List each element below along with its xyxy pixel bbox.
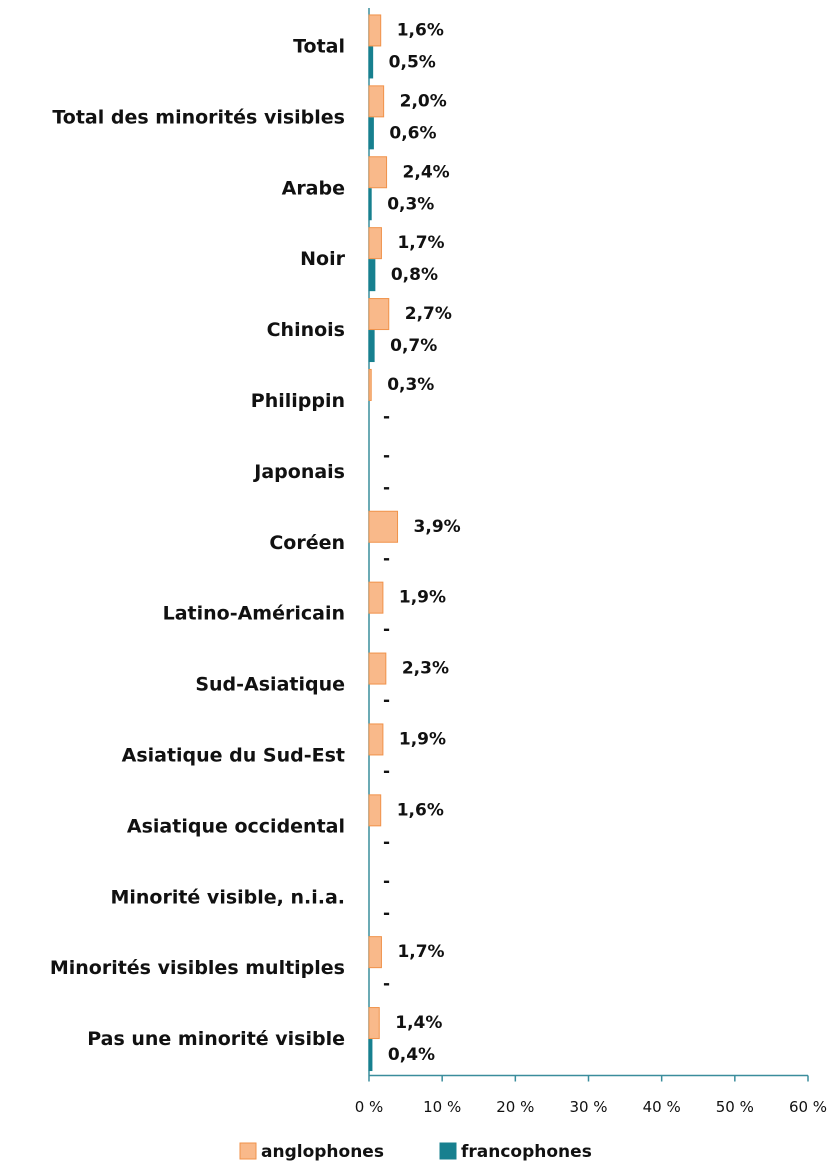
data-label: 2,4% [403,162,450,182]
data-label: 2,0% [400,91,447,111]
bar [368,1039,373,1072]
data-label: - [383,478,390,498]
data-label: - [383,871,390,891]
data-label: 1,6% [397,20,444,40]
bar [368,1007,380,1040]
bar [368,794,382,827]
data-label: - [383,691,390,711]
data-label: - [383,974,390,994]
bar [368,259,376,292]
data-label: 0,5% [389,52,436,72]
data-label: 1,7% [397,233,444,253]
data-label: 0,8% [391,265,438,285]
category-label: Total [293,35,345,57]
bar [368,723,384,756]
category-label: Japonais [252,461,345,483]
data-label: 1,4% [395,1013,442,1033]
data-label: - [383,903,390,923]
data-label: - [383,761,390,781]
data-label: 0,7% [390,336,437,356]
bar [368,46,374,79]
data-label: 1,7% [397,942,444,962]
x-tick-label: 30 % [569,1098,607,1116]
bar [368,652,387,685]
category-label: Total des minorités visibles [52,106,345,128]
bar [368,117,374,150]
data-label: 0,6% [389,123,436,143]
bar [368,85,385,118]
legend-swatch [239,1142,257,1160]
category-label: Minorité visible, n.i.a. [110,886,345,908]
bar [368,227,382,260]
bar [368,368,372,401]
category-label: Asiatique occidental [127,815,345,837]
category-label: Minorités visibles multiples [50,957,345,979]
bar [368,14,382,47]
x-tick-label: 50 % [716,1098,754,1116]
category-label: Sud-Asiatique [195,674,345,696]
bar [368,581,384,614]
data-label: 2,7% [405,304,452,324]
bar [368,188,372,221]
category-label: Asiatique du Sud-Est [122,744,345,766]
x-tick-label: 20 % [496,1098,534,1116]
data-label: - [383,620,390,640]
x-tick-label: 40 % [643,1098,681,1116]
data-label: 0,3% [387,375,434,395]
bar [368,936,382,969]
category-label: Latino-Américain [163,603,345,625]
data-label: 1,6% [397,800,444,820]
bar [368,510,399,543]
x-tick-label: 10 % [423,1098,461,1116]
legend-label: anglophones [261,1142,384,1162]
category-label: Pas une minorité visible [87,1028,345,1050]
category-label: Noir [300,248,345,270]
data-label: 3,9% [414,517,461,537]
bar [368,330,375,363]
data-label: 0,3% [387,194,434,214]
data-label: - [383,446,390,466]
data-label: - [383,407,390,427]
bar [368,298,390,331]
category-label: Arabe [282,177,345,199]
category-label: Philippin [251,390,345,412]
data-label: - [383,832,390,852]
data-label: 2,3% [402,659,449,679]
bar [368,156,388,189]
legend-label: francophones [461,1142,592,1162]
category-label: Coréen [269,532,345,554]
data-label: 1,9% [399,588,446,608]
legend-swatch [439,1142,457,1160]
data-label: 1,9% [399,729,446,749]
x-tick-label: 60 % [789,1098,827,1116]
data-label: 0,4% [388,1045,435,1065]
x-tick-label: 0 % [355,1098,384,1116]
category-label: Chinois [267,319,345,341]
data-label: - [383,549,390,569]
